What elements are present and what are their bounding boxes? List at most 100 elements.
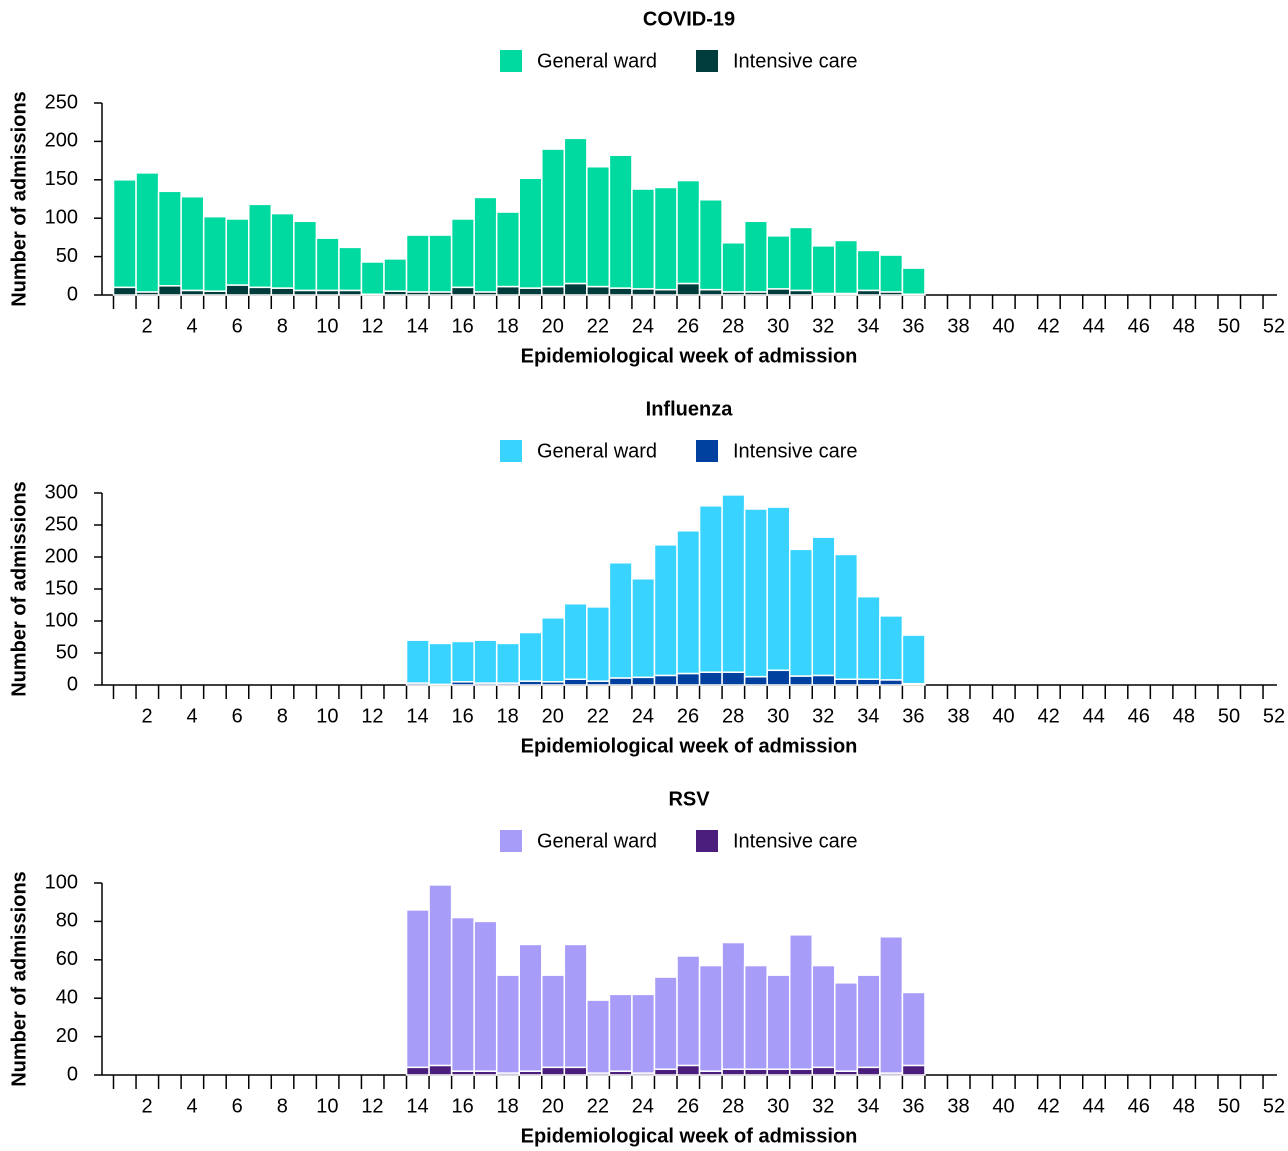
bar [653, 288, 678, 296]
bar [811, 1066, 836, 1076]
bar [563, 1066, 588, 1076]
legend-label: Intensive care [733, 830, 858, 852]
bar [586, 606, 611, 682]
bar [766, 974, 791, 1070]
bar [563, 282, 588, 296]
bar [405, 639, 430, 684]
bar [788, 934, 814, 1070]
x-tick-label: 22 [587, 1095, 609, 1117]
legend-label: General ward [537, 830, 657, 852]
bar [743, 1068, 768, 1076]
legend-label: General ward [537, 50, 657, 72]
x-tick-label: 18 [497, 315, 519, 337]
bar [450, 916, 475, 1072]
bar [518, 177, 543, 289]
bar [653, 976, 678, 1070]
bar [743, 220, 768, 293]
bar [901, 267, 926, 295]
bar [698, 199, 723, 291]
x-tick-label: 46 [1128, 1095, 1150, 1117]
y-axis-label: Number of admissions [8, 481, 30, 697]
bar [315, 237, 340, 292]
bar [428, 884, 453, 1067]
bar [541, 617, 566, 683]
bar [676, 955, 701, 1067]
bar [405, 909, 430, 1069]
x-axis-label: Epidemiological week of admission [521, 1125, 858, 1147]
y-tick-label: 0 [67, 1063, 78, 1085]
x-tick-label: 24 [632, 315, 654, 337]
bar [653, 544, 678, 677]
x-tick-label: 36 [902, 315, 924, 337]
x-tick-label: 10 [316, 705, 338, 727]
y-tick-label: 40 [56, 986, 78, 1008]
x-tick-label: 6 [232, 705, 243, 727]
bar [879, 254, 904, 293]
x-tick-label: 22 [587, 315, 609, 337]
x-tick-label: 6 [232, 315, 243, 337]
y-tick-label: 300 [45, 481, 78, 503]
bar [811, 674, 836, 686]
bar [405, 1066, 430, 1076]
bar [698, 505, 723, 673]
x-tick-label: 42 [1038, 1095, 1060, 1117]
bar [676, 282, 701, 296]
x-tick-label: 28 [722, 705, 744, 727]
bar [518, 943, 543, 1072]
bar [270, 212, 295, 289]
bar [901, 991, 926, 1067]
bar [428, 1064, 453, 1076]
chart-title: COVID-19 [643, 8, 735, 30]
x-tick-label: 50 [1218, 705, 1240, 727]
bar [112, 179, 137, 289]
x-tick-label: 16 [451, 315, 473, 337]
chart-title: RSV [668, 788, 710, 810]
bar [879, 615, 904, 681]
x-tick-label: 50 [1218, 315, 1240, 337]
bar [721, 671, 746, 686]
legend-label: Intensive care [733, 440, 858, 462]
bar [563, 943, 588, 1069]
bar [743, 964, 768, 1070]
bar [766, 235, 791, 290]
bar [698, 964, 723, 1072]
x-axis-label: Epidemiological week of admission [521, 345, 858, 367]
bar [293, 220, 318, 292]
y-tick-label: 50 [56, 245, 78, 267]
y-tick-label: 250 [45, 513, 78, 535]
bar [157, 285, 182, 296]
bar [450, 218, 475, 289]
x-tick-label: 4 [187, 705, 198, 727]
bar [766, 1068, 791, 1076]
bar [856, 249, 881, 292]
bar [698, 671, 723, 686]
bar [788, 1068, 814, 1076]
y-tick-label: 80 [56, 910, 78, 932]
bar [676, 179, 701, 285]
y-tick-label: 0 [67, 673, 78, 695]
bar [450, 640, 475, 683]
bar [901, 1064, 926, 1076]
x-tick-label: 48 [1173, 1095, 1195, 1117]
x-axis-label: Epidemiological week of admission [521, 735, 858, 757]
x-tick-label: 10 [316, 1095, 338, 1117]
x-tick-label: 8 [277, 705, 288, 727]
bar [383, 258, 408, 292]
bar [788, 548, 814, 677]
x-tick-label: 28 [722, 315, 744, 337]
y-tick-label: 100 [45, 871, 78, 893]
bar [495, 211, 520, 288]
x-tick-label: 20 [542, 705, 564, 727]
x-tick-label: 34 [857, 705, 879, 727]
bar [811, 245, 836, 295]
legend-swatch [500, 440, 522, 462]
x-tick-label: 26 [677, 1095, 699, 1117]
x-tick-label: 44 [1083, 315, 1105, 337]
bar [473, 196, 498, 293]
x-tick-label: 52 [1263, 1095, 1285, 1117]
bar [879, 936, 904, 1074]
bar [653, 186, 678, 291]
x-tick-label: 28 [722, 1095, 744, 1117]
bar [676, 672, 701, 686]
x-tick-label: 46 [1128, 705, 1150, 727]
